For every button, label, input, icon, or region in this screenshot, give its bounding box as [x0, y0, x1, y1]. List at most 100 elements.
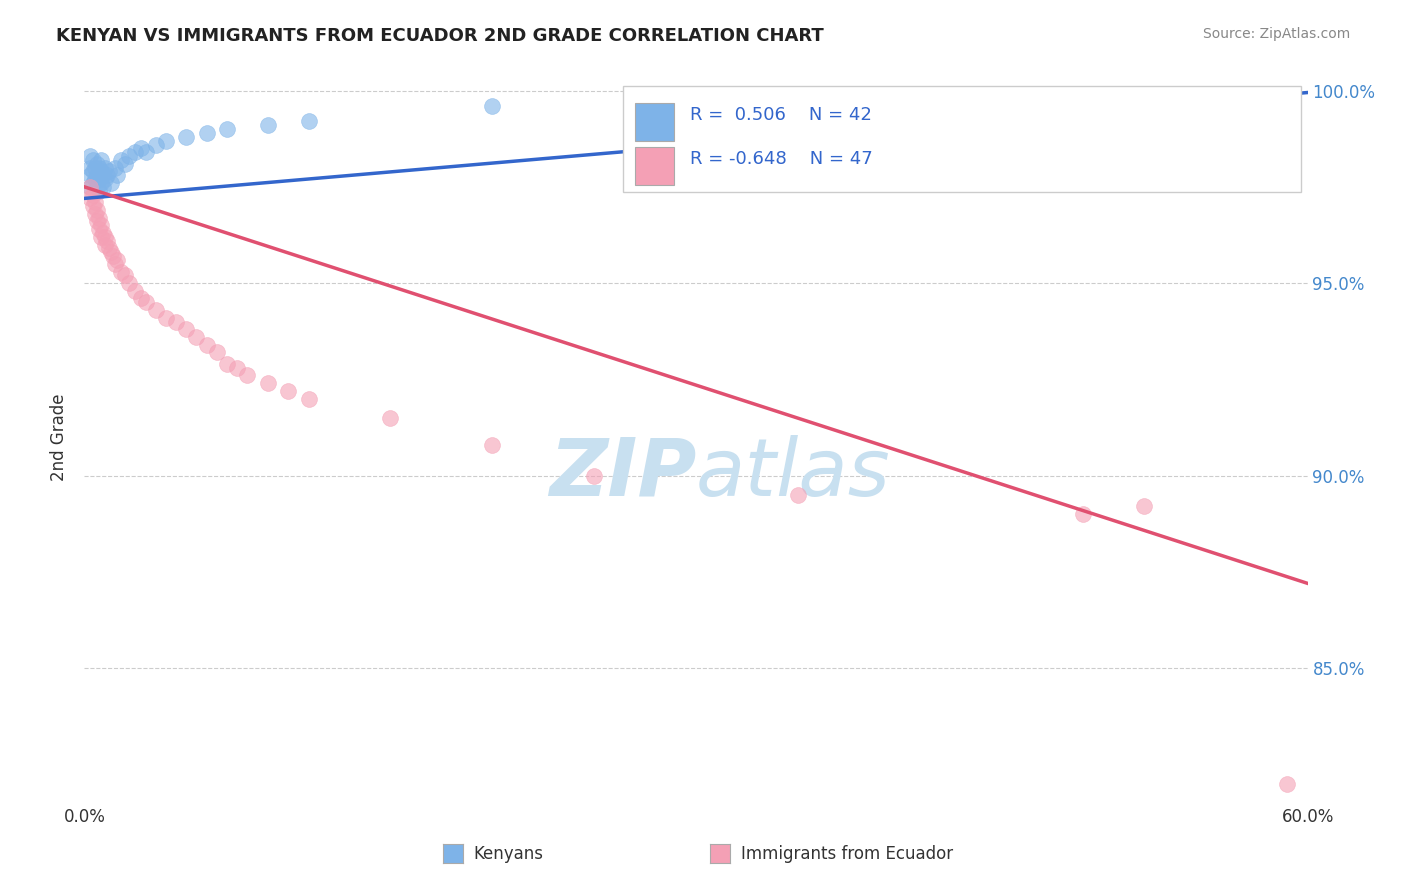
Point	[195, 126, 218, 140]
Point	[124, 284, 146, 298]
Point	[174, 322, 197, 336]
Text: Immigrants from Ecuador: Immigrants from Ecuador	[741, 845, 953, 863]
Point	[131, 141, 153, 155]
Point	[93, 230, 115, 244]
Point	[87, 222, 110, 236]
Point	[277, 384, 299, 398]
Point	[91, 169, 114, 183]
Point	[155, 134, 177, 148]
Point	[174, 129, 197, 144]
Point	[105, 169, 128, 183]
Point	[83, 172, 105, 186]
Point	[87, 184, 110, 198]
Bar	[636, 103, 673, 141]
Point	[481, 99, 503, 113]
Point	[114, 157, 136, 171]
Point	[100, 245, 122, 260]
Point	[90, 230, 112, 244]
Point	[105, 252, 128, 267]
Point	[90, 153, 112, 167]
Point	[257, 376, 280, 391]
Point	[90, 219, 112, 233]
Point	[87, 172, 110, 186]
Point	[135, 145, 157, 160]
Point	[96, 234, 118, 248]
Point	[186, 330, 208, 344]
Point	[226, 360, 249, 375]
Point	[79, 191, 101, 205]
Point	[257, 118, 280, 132]
Point	[195, 337, 218, 351]
Point	[96, 169, 118, 183]
Point	[79, 161, 101, 175]
Text: Kenyans: Kenyans	[474, 845, 544, 863]
Text: R =  0.506    N = 42: R = 0.506 N = 42	[690, 106, 872, 125]
Point	[82, 199, 104, 213]
Point	[79, 169, 101, 183]
Text: Source: ZipAtlas.com: Source: ZipAtlas.com	[1202, 27, 1350, 41]
Point	[79, 179, 101, 194]
Point	[298, 392, 321, 406]
Point	[104, 161, 127, 175]
Point	[97, 242, 120, 256]
Point	[87, 211, 110, 225]
Point	[380, 410, 402, 425]
Text: atlas: atlas	[696, 434, 891, 513]
Point	[217, 122, 239, 136]
Point	[110, 153, 132, 167]
Point	[165, 315, 187, 329]
Point	[97, 164, 120, 178]
Text: ZIP: ZIP	[548, 434, 696, 513]
Point	[217, 357, 239, 371]
Point	[787, 91, 810, 105]
Bar	[636, 146, 673, 185]
Point	[135, 295, 157, 310]
Point	[93, 237, 115, 252]
Point	[110, 264, 132, 278]
Point	[83, 207, 105, 221]
Point	[155, 310, 177, 325]
Text: KENYAN VS IMMIGRANTS FROM ECUADOR 2ND GRADE CORRELATION CHART: KENYAN VS IMMIGRANTS FROM ECUADOR 2ND GR…	[56, 27, 824, 45]
Point	[1073, 507, 1095, 521]
Point	[82, 164, 104, 178]
Point	[100, 176, 122, 190]
Point	[583, 468, 606, 483]
Point	[82, 187, 104, 202]
Point	[86, 169, 108, 183]
Point	[101, 249, 124, 263]
Point	[86, 179, 108, 194]
Point	[90, 164, 112, 178]
Point	[93, 172, 115, 186]
Text: R = -0.648    N = 47: R = -0.648 N = 47	[690, 151, 873, 169]
Point	[205, 345, 228, 359]
Point	[1133, 500, 1156, 514]
Point	[145, 303, 167, 318]
Point	[787, 488, 810, 502]
Point	[236, 368, 259, 383]
Point	[87, 161, 110, 175]
Point	[82, 153, 104, 167]
Point	[86, 214, 108, 228]
Point	[114, 268, 136, 283]
Point	[131, 292, 153, 306]
Point	[79, 179, 101, 194]
FancyBboxPatch shape	[623, 86, 1302, 192]
Point	[93, 161, 115, 175]
Point	[298, 114, 321, 128]
Point	[83, 161, 105, 175]
Point	[145, 137, 167, 152]
Y-axis label: 2nd Grade: 2nd Grade	[51, 393, 69, 481]
Point	[83, 195, 105, 210]
Point	[118, 276, 141, 290]
Point	[1277, 776, 1299, 790]
Point	[82, 176, 104, 190]
Point	[79, 149, 101, 163]
Point	[91, 179, 114, 194]
Point	[86, 202, 108, 217]
Point	[91, 226, 114, 240]
Point	[90, 176, 112, 190]
Point	[86, 157, 108, 171]
Point	[118, 149, 141, 163]
Point	[481, 438, 503, 452]
Point	[104, 257, 127, 271]
